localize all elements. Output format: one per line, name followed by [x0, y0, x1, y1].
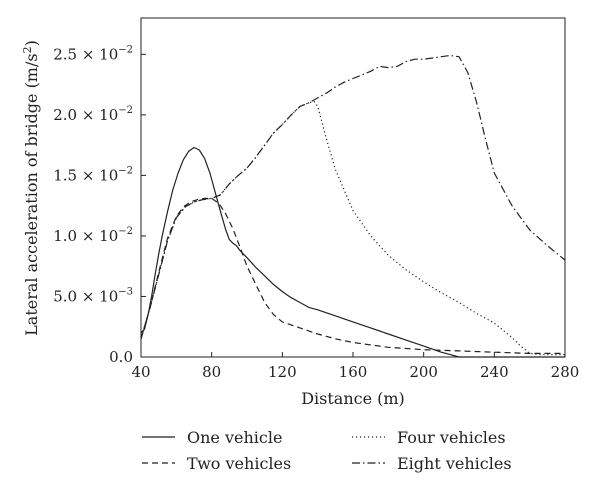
legend-label: Two vehicles [187, 454, 291, 473]
series-line-eight-vehicles [140, 54, 566, 339]
legend-label: One vehicle [187, 428, 282, 447]
y-tick-label: 5.0 × 10−3 [53, 286, 133, 305]
y-axis-title: Lateral acceleration of bridge (m/s2) [21, 40, 41, 336]
y-axis-title-end: ) [22, 40, 41, 46]
y-axis-title-sup: 2 [21, 46, 34, 53]
y-tick-label: 1.5 × 10−2 [53, 165, 133, 184]
series-line-four-vehicles [140, 100, 565, 356]
series-line-one-vehicle [140, 146, 565, 358]
y-axis-title-main: Lateral acceleration of bridge (m/s [22, 53, 41, 335]
legend-label: Eight vehicles [397, 454, 512, 473]
legend: One vehicle Four vehicles Two vehicles Eigh… [142, 428, 512, 473]
x-tick-label: 80 [202, 363, 221, 381]
plot-frame [140, 17, 566, 358]
x-tick-label: 280 [551, 363, 580, 381]
series-line-two-vehicles [140, 197, 565, 354]
y-tick-label: 0.0 [109, 348, 133, 366]
x-tick-label: 240 [480, 363, 509, 381]
x-axis-title: Distance (m) [301, 389, 405, 408]
series-lines [140, 54, 566, 358]
y-tick-label: 1.0 × 10−2 [53, 226, 133, 245]
y-tick-label: 2.0 × 10−2 [53, 105, 133, 124]
x-tick-label: 120 [268, 363, 297, 381]
x-tick-label: 40 [131, 363, 150, 381]
legend-label: Four vehicles [397, 428, 506, 447]
axis-ticks: 40 80 120 160 200 240 280 0.0 5.0 × 10−3 1.0 × 10… [53, 44, 579, 381]
x-tick-label: 200 [409, 363, 438, 381]
x-tick-label: 160 [339, 363, 368, 381]
y-tick-label: 2.5 × 10−2 [53, 44, 133, 63]
